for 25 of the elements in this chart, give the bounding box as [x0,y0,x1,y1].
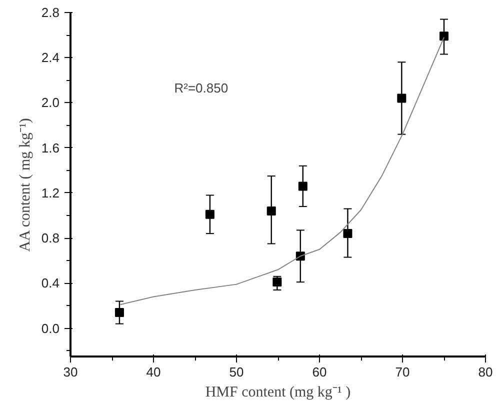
annotation: R²=0.850 [174,80,228,96]
y-axis-title: AA content ( mg kg⁻¹) [17,118,34,252]
point [205,210,214,219]
x-tick-label: 80 [478,364,493,380]
x-tick-label: 40 [146,364,161,380]
point [343,229,352,238]
y-tick-label: 0.0 [41,320,60,336]
x-tick-label: 60 [312,364,327,380]
y-tick-label: 2.0 [41,95,60,110]
x-tick-label: 50 [229,364,244,380]
point [397,94,406,103]
point [266,206,276,216]
y-tick-label: 2.8 [41,5,60,20]
y-tick-label: 0.8 [41,230,60,246]
point [298,182,308,191]
y-tick-label: 2.4 [41,50,60,66]
point [272,278,282,287]
point [440,32,448,41]
y-tick-label: 1.6 [41,140,60,156]
y-tick-label: 1.2 [41,185,60,200]
x-tick-label: 70 [395,364,410,380]
x-tick-label: 30 [63,364,78,380]
x-axis-title: HMF content (mg kg⁻¹ ) [205,384,351,400]
point [114,308,124,318]
y-tick-label: 0.4 [41,276,60,291]
